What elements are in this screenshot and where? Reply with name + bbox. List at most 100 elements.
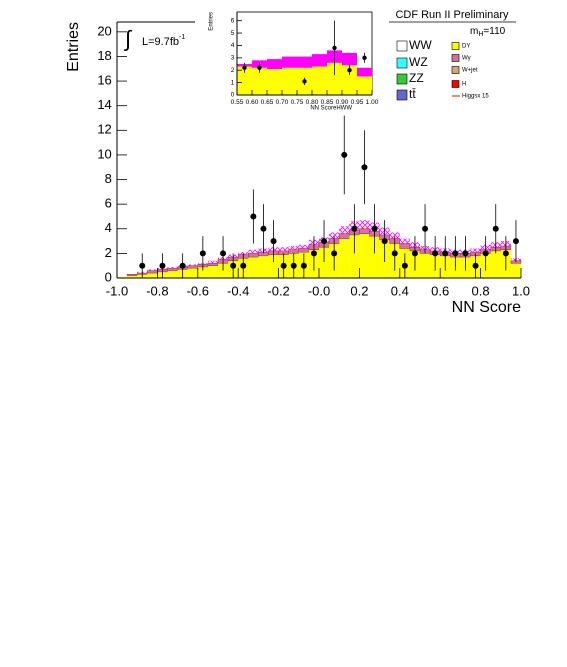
- x-axis-label: NN ScoreHWW: [310, 106, 352, 112]
- y-tick-label: 0: [105, 269, 112, 284]
- data-point: [220, 250, 227, 257]
- legend-label: WZ: [409, 55, 428, 69]
- stack-segment: [117, 276, 128, 278]
- signal-band: [278, 247, 289, 251]
- stack-segment: [237, 66, 252, 95]
- x-tick-label: 0.60: [246, 99, 259, 106]
- stack-segment: [342, 65, 357, 95]
- mass-subscript: H: [478, 31, 483, 38]
- data-point: [512, 238, 519, 245]
- data-point: [230, 262, 237, 269]
- data-point: [362, 55, 367, 61]
- data-point: [240, 262, 247, 269]
- signal-band: [329, 232, 340, 239]
- stack-segment: [312, 54, 327, 67]
- data-point: [411, 250, 418, 257]
- data-point: [401, 262, 408, 269]
- signal-band: [399, 238, 410, 244]
- mass-symbol: m: [470, 26, 478, 37]
- x-tick-label: 0.95: [351, 99, 364, 106]
- data-point: [452, 250, 459, 257]
- x-tick-label: 0.65: [261, 99, 274, 106]
- plot-0: -1.0 -0.8 -0.6 -0.4 -0.2 -0.0 0.2 0.4 0.6 0.8 1.00…: [65, 21, 530, 316]
- signal-band: [339, 226, 350, 234]
- y-tick-label: 2: [105, 245, 112, 260]
- data-point: [270, 238, 277, 245]
- x-tick-label: -1.0: [106, 284, 128, 299]
- data-point: [492, 225, 499, 232]
- y-tick-label: 14: [97, 97, 111, 112]
- integral-sign: ∫: [123, 26, 133, 51]
- stack-segment: [399, 243, 411, 249]
- legend-swatch: [451, 54, 460, 62]
- legend-label: W+jet: [462, 68, 478, 74]
- data-point: [310, 250, 317, 257]
- x-tick-label: -0.4: [227, 284, 249, 299]
- stack-segment: [187, 268, 198, 278]
- data-point: [347, 68, 352, 73]
- stack-segment: [339, 238, 350, 278]
- x-tick-label: -0.2: [267, 284, 289, 299]
- x-tick-label: 0.80: [306, 99, 319, 106]
- stack-segment: [282, 67, 297, 95]
- mass-label: mH=110: [470, 26, 506, 38]
- signal-band: [248, 249, 259, 254]
- y-tick-label: 4: [231, 42, 235, 49]
- signal-band: [359, 220, 370, 229]
- signal-band: [288, 246, 299, 250]
- data-point: [300, 262, 307, 269]
- legend-label: tt̄: [409, 87, 416, 101]
- stack-segment: [197, 266, 208, 278]
- data-point: [381, 238, 388, 245]
- data-point: [331, 250, 338, 257]
- luminosity-text: L=9.7fb: [142, 36, 179, 48]
- luminosity-exponent: -1: [179, 34, 185, 41]
- legend-swatch: [396, 57, 408, 69]
- data-point: [351, 225, 358, 232]
- y-tick-label: 10: [97, 146, 111, 161]
- data-point: [250, 213, 257, 220]
- y-tick-label: 3: [231, 55, 235, 62]
- signal-band: [147, 269, 158, 271]
- stack-segment: [312, 66, 327, 95]
- stack-segment: [288, 249, 300, 254]
- stack-segment: [420, 253, 431, 278]
- stack-segment: [342, 52, 357, 66]
- stack-segment: [338, 233, 350, 239]
- y-axis-label: Entries: [65, 22, 82, 72]
- y-axis-label: Entries: [209, 12, 215, 31]
- data-point: [302, 79, 307, 84]
- stack-segment: [258, 255, 269, 278]
- legend-label: DY: [462, 44, 470, 50]
- data-point: [280, 262, 287, 269]
- signal-band: [187, 264, 198, 266]
- data-point: [321, 238, 328, 245]
- legend-label: WW: [409, 38, 432, 52]
- stack-segment: [319, 247, 330, 278]
- signal-band: [167, 266, 178, 269]
- data-point: [179, 262, 186, 269]
- chart-title: CDF Run II Preliminary: [395, 9, 509, 21]
- y-tick-label: 16: [97, 73, 111, 88]
- x-tick-label: 0.70: [276, 99, 289, 106]
- x-tick-label: 0.6: [431, 284, 449, 299]
- stack-segment: [248, 257, 259, 278]
- stack-segment: [369, 236, 380, 278]
- data-point: [290, 262, 297, 269]
- legend-swatch: [396, 40, 408, 52]
- data-point: [159, 262, 166, 269]
- y-tick-label: 6: [231, 17, 235, 24]
- data-point: [199, 250, 206, 257]
- y-tick-label: 0: [231, 92, 235, 99]
- legend-swatch: [451, 42, 460, 50]
- stack-segment: [282, 56, 297, 68]
- legend-label: H: [462, 82, 466, 88]
- x-tick-label: 0.75: [291, 99, 304, 106]
- plot-1: 0.55 0.60 0.65 0.70 0.75 0.80 0.85 0.90 0.95 1.00…: [209, 11, 379, 112]
- data-point: [332, 45, 337, 51]
- x-tick-label: -0.0: [308, 284, 330, 299]
- y-tick-label: 8: [105, 171, 112, 186]
- stack-segment: [147, 270, 158, 274]
